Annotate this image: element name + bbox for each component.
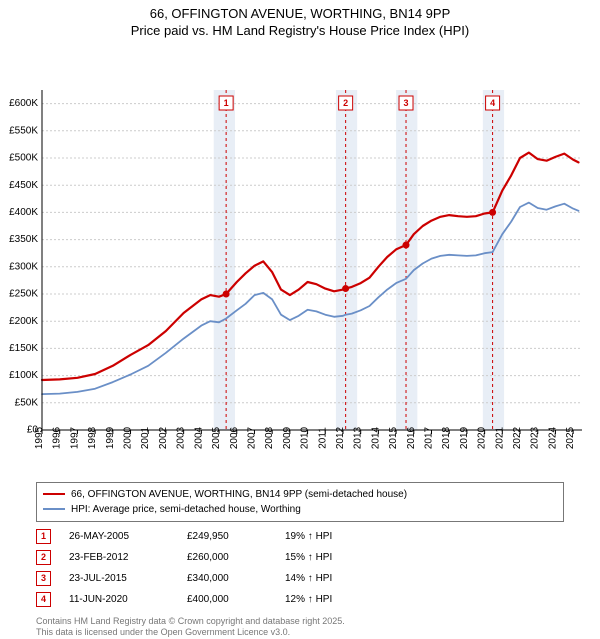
- title-line-2: Price paid vs. HM Land Registry's House …: [0, 23, 600, 40]
- svg-text:£500K: £500K: [9, 152, 38, 163]
- sale-marker: 2: [36, 550, 51, 565]
- legend-swatch: [43, 493, 65, 495]
- license-line-2: This data is licensed under the Open Gov…: [36, 627, 564, 639]
- svg-text:1: 1: [224, 98, 229, 108]
- svg-text:£600K: £600K: [9, 98, 38, 109]
- sale-marker: 3: [36, 571, 51, 586]
- sale-pct: 15% ↑ HPI: [285, 552, 365, 563]
- sale-pct: 12% ↑ HPI: [285, 594, 365, 605]
- legend-label: 66, OFFINGTON AVENUE, WORTHING, BN14 9PP…: [71, 487, 407, 502]
- svg-text:£400K: £400K: [9, 207, 38, 218]
- sale-price: £249,950: [187, 531, 267, 542]
- chart-title: 66, OFFINGTON AVENUE, WORTHING, BN14 9PP…: [0, 0, 600, 40]
- chart-svg: £0£50K£100K£150K£200K£250K£300K£350K£400…: [0, 40, 600, 476]
- svg-text:£350K: £350K: [9, 234, 38, 245]
- sale-price: £400,000: [187, 594, 267, 605]
- svg-text:£200K: £200K: [9, 316, 38, 327]
- sale-date: 11-JUN-2020: [69, 594, 169, 605]
- legend-item: HPI: Average price, semi-detached house,…: [43, 502, 557, 517]
- sale-date: 23-JUL-2015: [69, 573, 169, 584]
- svg-text:£100K: £100K: [9, 370, 38, 381]
- svg-text:4: 4: [490, 98, 495, 108]
- title-line-1: 66, OFFINGTON AVENUE, WORTHING, BN14 9PP: [0, 6, 600, 23]
- svg-text:2: 2: [343, 98, 348, 108]
- legend: 66, OFFINGTON AVENUE, WORTHING, BN14 9PP…: [36, 482, 564, 522]
- legend-item: 66, OFFINGTON AVENUE, WORTHING, BN14 9PP…: [43, 487, 557, 502]
- svg-text:£550K: £550K: [9, 125, 38, 136]
- sale-date: 23-FEB-2012: [69, 552, 169, 563]
- svg-text:3: 3: [404, 98, 409, 108]
- legend-label: HPI: Average price, semi-detached house,…: [71, 502, 301, 517]
- svg-text:£450K: £450K: [9, 180, 38, 191]
- legend-swatch: [43, 508, 65, 510]
- sale-price: £260,000: [187, 552, 267, 563]
- sales-row: 2 23-FEB-2012 £260,000 15% ↑ HPI: [36, 547, 564, 568]
- sales-row: 1 26-MAY-2005 £249,950 19% ↑ HPI: [36, 526, 564, 547]
- license-text: Contains HM Land Registry data © Crown c…: [36, 616, 564, 639]
- sales-table: 1 26-MAY-2005 £249,950 19% ↑ HPI 2 23-FEB-201…: [36, 526, 564, 610]
- sale-marker: 1: [36, 529, 51, 544]
- svg-text:£250K: £250K: [9, 288, 38, 299]
- sales-row: 4 11-JUN-2020 £400,000 12% ↑ HPI: [36, 589, 564, 610]
- chart-area: £0£50K£100K£150K£200K£250K£300K£350K£400…: [0, 40, 600, 476]
- sale-marker: 4: [36, 592, 51, 607]
- svg-text:£150K: £150K: [9, 343, 38, 354]
- sales-row: 3 23-JUL-2015 £340,000 14% ↑ HPI: [36, 568, 564, 589]
- svg-text:£50K: £50K: [15, 397, 39, 408]
- sale-price: £340,000: [187, 573, 267, 584]
- svg-text:£300K: £300K: [9, 261, 38, 272]
- sale-pct: 14% ↑ HPI: [285, 573, 365, 584]
- sale-pct: 19% ↑ HPI: [285, 531, 365, 542]
- sale-date: 26-MAY-2005: [69, 531, 169, 542]
- license-line-1: Contains HM Land Registry data © Crown c…: [36, 616, 564, 628]
